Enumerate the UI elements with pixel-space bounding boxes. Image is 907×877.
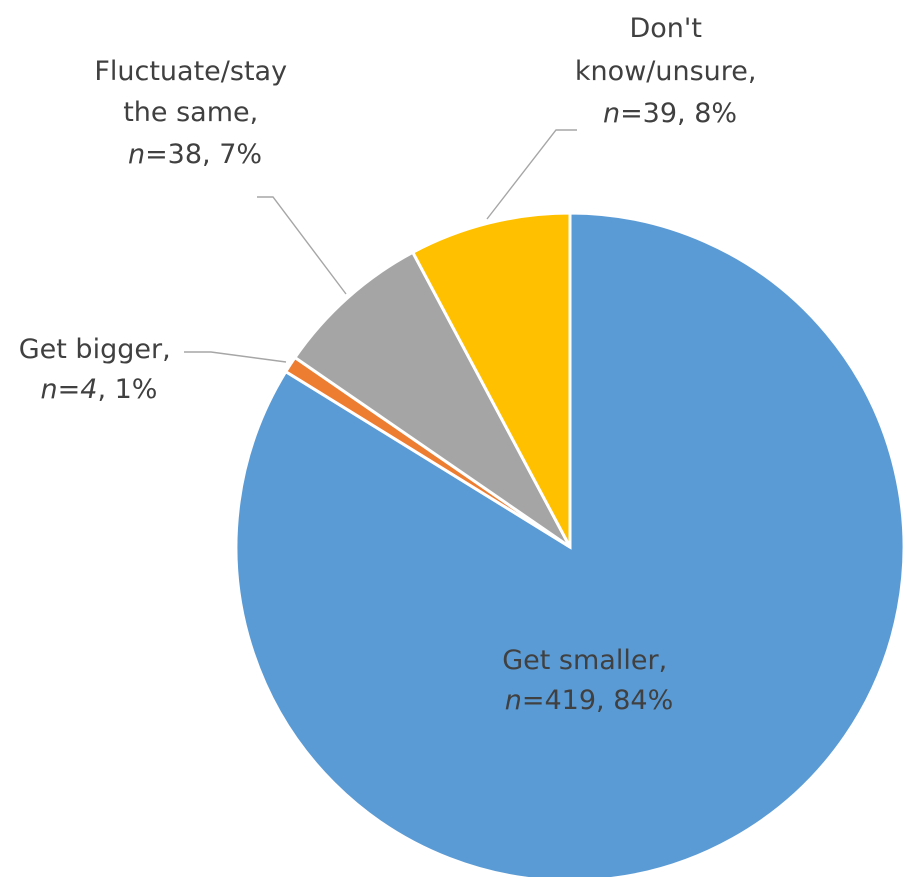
pie-slice-dontknow [410, 211, 572, 548]
leader-line-fluctuate [257, 196, 347, 295]
pie-slice-smaller [234, 211, 906, 877]
pie-slices [234, 211, 906, 877]
label-fluctuate: Fluctuate/stay the same, n=38, 7% [94, 56, 295, 170]
label-dont-know: Don't know/unsure, n=39, 8% [575, 13, 765, 129]
label-get-smaller: Get smaller, n=419, 84% [502, 645, 676, 716]
label-get-bigger: Get bigger, n=4, 1% [19, 334, 180, 405]
leader-line-dont-know [486, 129, 577, 220]
pie-slice-fluctuate [292, 250, 572, 549]
leader-line-get-bigger [184, 351, 287, 363]
